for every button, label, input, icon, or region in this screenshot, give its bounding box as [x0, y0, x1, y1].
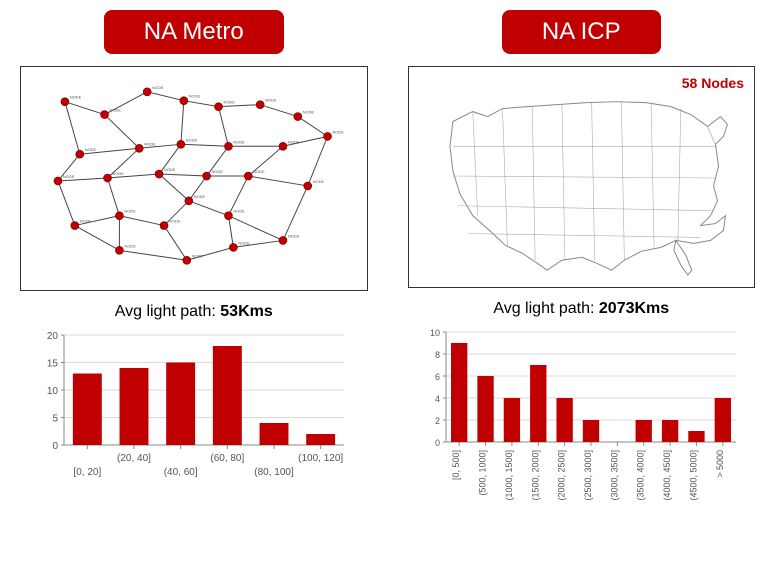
- na-icp-title: NA ICP: [502, 10, 661, 54]
- network-graph: NODE NODE NODE NODE NODE NODE NODE NODE NODE NODE…: [21, 67, 367, 290]
- svg-text:NODE: NODE: [189, 94, 201, 99]
- svg-text:NODE: NODE: [80, 219, 92, 224]
- avg-value-text: 53Kms: [220, 303, 272, 320]
- svg-text:15: 15: [47, 359, 59, 370]
- svg-text:NODE: NODE: [194, 194, 206, 199]
- avg-label-text: Avg light path:: [115, 303, 221, 320]
- svg-text:NODE: NODE: [288, 139, 300, 144]
- svg-text:NODE: NODE: [253, 169, 265, 174]
- na-metro-avg-label: Avg light path: 53Kms: [115, 303, 273, 321]
- svg-text:NODE: NODE: [112, 171, 124, 176]
- na-metro-network-panel: NODE NODE NODE NODE NODE NODE NODE NODE NODE NODE…: [20, 66, 368, 291]
- nodes-count-label: 58 Nodes: [682, 75, 744, 91]
- svg-text:[0, 500]: [0, 500]: [451, 450, 461, 480]
- svg-text:NODE: NODE: [288, 233, 300, 238]
- svg-text:(4500, 5000]: (4500, 5000]: [689, 450, 699, 501]
- svg-text:0: 0: [435, 438, 440, 448]
- svg-text:(4000, 4500]: (4000, 4500]: [662, 450, 672, 501]
- svg-text:NODE: NODE: [110, 108, 122, 113]
- svg-text:NODE: NODE: [169, 219, 181, 224]
- svg-text:(3500, 4000]: (3500, 4000]: [636, 450, 646, 501]
- svg-text:NODE: NODE: [144, 141, 156, 146]
- na-icp-histogram: 0 2 4 6 8 10 [0, 500] (500, 1000] (1000, 1500] (1…: [416, 322, 746, 522]
- svg-text:NODE: NODE: [265, 98, 277, 103]
- svg-text:(500, 1000]: (500, 1000]: [478, 450, 488, 496]
- avg-label-text: Avg light path:: [493, 300, 599, 317]
- svg-text:(2500, 3000]: (2500, 3000]: [583, 450, 593, 501]
- svg-text:(3000, 3500]: (3000, 3500]: [610, 450, 620, 501]
- svg-text:NODE: NODE: [124, 243, 136, 248]
- svg-text:(60, 80]: (60, 80]: [210, 453, 244, 464]
- svg-text:10: 10: [430, 328, 440, 338]
- svg-text:6: 6: [435, 372, 440, 382]
- svg-text:4: 4: [435, 394, 440, 404]
- svg-text:NODE: NODE: [164, 167, 176, 172]
- svg-text:NODE: NODE: [212, 169, 224, 174]
- svg-text:NODE: NODE: [333, 129, 345, 134]
- svg-text:NODE: NODE: [313, 179, 325, 184]
- svg-text:(1500, 2000]: (1500, 2000]: [531, 450, 541, 501]
- svg-text:[0, 20]: [0, 20]: [73, 467, 101, 478]
- svg-text:NODE: NODE: [85, 147, 97, 152]
- na-metro-column: NA Metro NODENODENODENODENODENODENODENOD…: [20, 10, 368, 495]
- svg-text:5: 5: [52, 414, 58, 425]
- svg-text:10: 10: [47, 386, 59, 397]
- svg-text:(1000, 1500]: (1000, 1500]: [504, 450, 514, 501]
- na-metro-title: NA Metro: [104, 10, 284, 54]
- svg-text:(40, 60]: (40, 60]: [163, 467, 197, 478]
- svg-text:NODE: NODE: [303, 110, 315, 115]
- svg-text:NODE: NODE: [233, 209, 245, 214]
- svg-text:NODE: NODE: [63, 174, 75, 179]
- na-metro-histogram: 0 5 10 15 20 [0, 20] (20, 40] (40, 60] (60, 80] (…: [29, 325, 359, 495]
- svg-text:NODE: NODE: [233, 139, 245, 144]
- svg-text:2: 2: [435, 416, 440, 426]
- na-icp-column: NA ICP 58 Nodes Avg light path: 2073Kms …: [408, 10, 756, 522]
- svg-text:NODE: NODE: [152, 85, 164, 90]
- svg-text:(20, 40]: (20, 40]: [117, 453, 151, 464]
- na-icp-avg-label: Avg light path: 2073Kms: [493, 300, 669, 318]
- svg-text:(100, 120]: (100, 120]: [298, 453, 343, 464]
- svg-text:NODE: NODE: [238, 240, 250, 245]
- svg-text:NODE: NODE: [223, 100, 235, 105]
- svg-text:(80, 100]: (80, 100]: [254, 467, 294, 478]
- svg-text:(2000, 2500]: (2000, 2500]: [557, 450, 567, 501]
- svg-text:NODE: NODE: [124, 209, 136, 214]
- svg-text:8: 8: [435, 350, 440, 360]
- us-map: [409, 67, 755, 287]
- svg-text:> 5000: > 5000: [715, 450, 725, 478]
- svg-text:NODE: NODE: [192, 253, 204, 258]
- na-icp-map-panel: 58 Nodes: [408, 66, 756, 288]
- avg-value-text: 2073Kms: [599, 300, 669, 317]
- svg-text:NODE: NODE: [186, 137, 198, 142]
- svg-text:0: 0: [52, 441, 58, 452]
- svg-text:20: 20: [47, 331, 59, 342]
- svg-text:NODE: NODE: [70, 95, 82, 100]
